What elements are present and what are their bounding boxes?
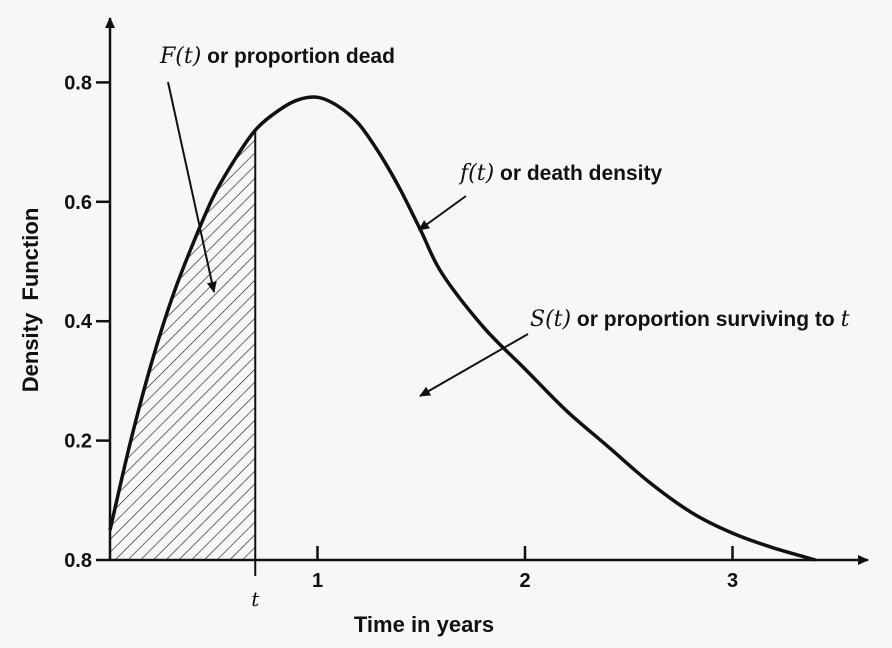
arrow-proportion-dead: [167, 81, 217, 293]
annotation-death-density: f(t) or death density: [458, 161, 663, 186]
annotation-proportion-dead: F(t) or proportion dead: [159, 44, 395, 69]
proportion-dead-shaded-area: [110, 130, 256, 560]
arrow-proportion-surviving: [419, 333, 529, 397]
y-tick-label: 0.8: [64, 550, 92, 572]
annotation-f-math: f(t): [458, 161, 494, 186]
x-tick-label: 1: [312, 570, 323, 592]
annotation-proportion-surviving: S(t) or proportion surviving to t: [530, 307, 850, 332]
x-axis-ticks: t 1 2 3: [251, 546, 738, 611]
annotation-f-text: or death density: [494, 162, 662, 185]
x-tick-label: 2: [519, 570, 530, 592]
death-density-curve: [108, 95, 816, 562]
annotation-S-math: S(t): [530, 307, 571, 332]
y-tick-label: 0.4: [64, 311, 93, 333]
annotation-S-text: or proportion surviving to: [571, 308, 841, 331]
y-axis-title: Density Function: [18, 208, 43, 393]
annotation-F-math: F(t): [159, 44, 201, 69]
y-tick-label: 0.6: [64, 192, 92, 214]
y-tick-label: 0.8: [64, 72, 92, 94]
arrow-death-density: [418, 195, 467, 231]
annotation-F-text: or proportion dead: [201, 45, 395, 68]
annotation-S-suffix: t: [841, 307, 850, 332]
y-tick-label: 0.2: [64, 431, 92, 453]
x-tick-label-t: t: [251, 587, 260, 611]
x-tick-label: 3: [727, 570, 738, 592]
y-axis-ticks: 0.8 0.2 0.4 0.6 0.8: [64, 72, 110, 572]
x-axis-title: Time in years: [354, 612, 494, 637]
